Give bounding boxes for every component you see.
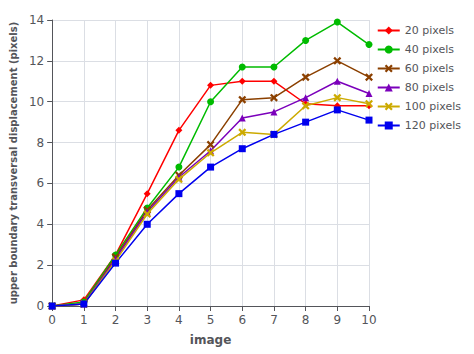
svg-text:9: 9 [333,313,341,327]
svg-text:upper boundary transversal dis: upper boundary transversal displacement … [8,22,19,305]
svg-text:10: 10 [29,95,44,109]
svg-text:60 pixels: 60 pixels [405,62,455,75]
svg-text:20 pixels: 20 pixels [405,24,455,37]
svg-text:40 pixels: 40 pixels [405,43,455,56]
svg-text:6: 6 [238,313,246,327]
svg-text:7: 7 [270,313,278,327]
svg-text:120 pixels: 120 pixels [405,119,462,132]
svg-text:100 pixels: 100 pixels [405,100,462,113]
svg-text:0: 0 [48,313,56,327]
svg-text:80 pixels: 80 pixels [405,81,455,94]
svg-text:0: 0 [37,299,45,313]
svg-text:2: 2 [112,313,120,327]
svg-text:1: 1 [80,313,88,327]
svg-text:8: 8 [37,136,45,150]
svg-text:8: 8 [302,313,310,327]
svg-text:3: 3 [143,313,151,327]
svg-text:4: 4 [175,313,183,327]
svg-text:2: 2 [37,258,45,272]
svg-text:10: 10 [361,313,376,327]
svg-text:12: 12 [29,54,44,68]
svg-text:image: image [190,333,231,347]
svg-text:4: 4 [37,217,45,231]
svg-text:5: 5 [207,313,215,327]
svg-text:6: 6 [37,176,45,190]
svg-text:14: 14 [29,13,44,27]
